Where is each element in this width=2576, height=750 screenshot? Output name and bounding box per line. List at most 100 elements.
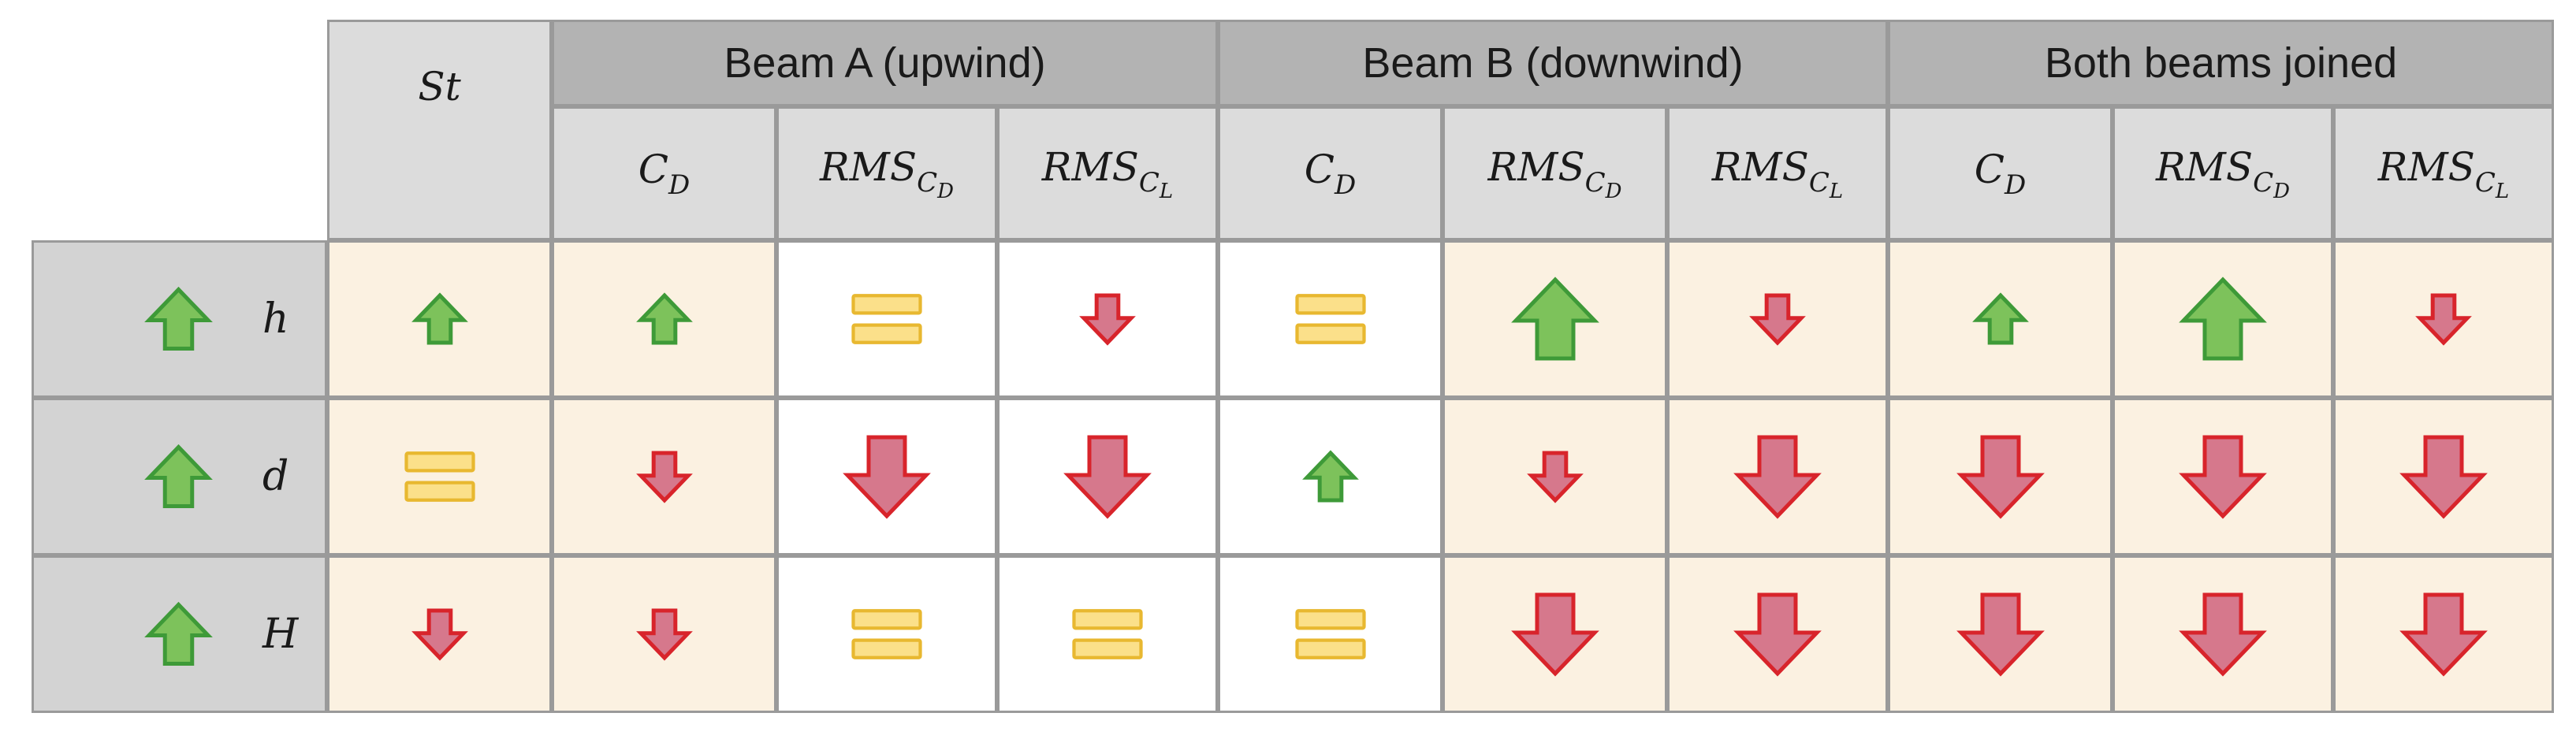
metric-header: RMSCL [1667, 106, 1888, 240]
metric-main: RMS [2377, 143, 2475, 190]
metric-header: CD [552, 106, 776, 240]
table-cell [327, 555, 552, 713]
table-cell [2333, 398, 2554, 555]
table-cell [2333, 555, 2554, 713]
table-cell [1667, 555, 1888, 713]
metric-label: RMSCL [2378, 144, 2509, 203]
table-cell [552, 555, 776, 713]
up-arrow-icon [1301, 450, 1359, 503]
metric-main: RMS [2156, 143, 2254, 190]
table-cell [1442, 555, 1667, 713]
metric-subscript: D [668, 169, 691, 201]
down-arrow-icon [1956, 435, 2045, 519]
table-cell [1218, 555, 1442, 713]
table-cell [997, 398, 1218, 555]
metric-main: RMS [1041, 143, 1139, 190]
equal-bars-icon [1072, 609, 1143, 659]
strouhal-header: St [327, 20, 552, 240]
metric-header: RMSCD [1442, 106, 1667, 240]
equal-bars-icon [851, 294, 922, 344]
metric-subscript: D [1335, 169, 1357, 201]
table-cell [2113, 398, 2333, 555]
metric-label: RMSCD [820, 144, 954, 203]
metric-subscript: C [2253, 166, 2274, 199]
metric-sub-subscript: L [1829, 179, 1844, 203]
equal-bars-icon [1294, 294, 1366, 344]
metric-label: CD [638, 147, 691, 201]
up-arrow-icon [1510, 277, 1599, 361]
row-parameter-label: H [262, 611, 299, 658]
metric-sub-subscript: D [2273, 179, 2290, 203]
down-arrow-icon [1510, 592, 1599, 677]
down-arrow-icon [2179, 592, 2267, 677]
metric-label: RMSCD [2156, 144, 2290, 203]
table-cell [552, 240, 776, 398]
metric-label: CD [1975, 147, 2027, 201]
metric-subscript: C [1808, 166, 1830, 199]
metric-main: RMS [1487, 143, 1585, 190]
table-cell [1667, 398, 1888, 555]
metric-sub-subscript: L [2495, 179, 2510, 203]
table-cell [776, 240, 997, 398]
metric-label: RMSCL [1042, 144, 1173, 203]
group-header: Beam B (downwind) [1218, 20, 1888, 106]
equal-bars-icon [1294, 609, 1366, 659]
metric-header: RMSCD [2113, 106, 2333, 240]
metric-subscript: C [1138, 166, 1160, 199]
down-arrow-icon [2179, 435, 2267, 519]
down-arrow-icon [1733, 435, 1822, 519]
metric-main: RMS [820, 143, 918, 190]
table-cell [1888, 555, 2113, 713]
group-header: Beam A (upwind) [552, 20, 1218, 106]
metric-header: CD [1888, 106, 2113, 240]
metric-sub-subscript: L [1159, 179, 1174, 203]
table-cell [327, 240, 552, 398]
row-header-2: H [32, 555, 327, 713]
table-cell [327, 398, 552, 555]
down-arrow-icon [1079, 293, 1136, 346]
table-cell [776, 555, 997, 713]
down-arrow-icon [635, 451, 693, 503]
metric-subscript: D [2005, 169, 2027, 201]
table-cell [2333, 240, 2554, 398]
down-arrow-icon [635, 608, 693, 661]
down-arrow-icon [2399, 435, 2488, 519]
group-header-label: Beam A (upwind) [724, 39, 1046, 87]
strouhal-label: St [418, 64, 461, 110]
metric-sub-subscript: D [937, 179, 954, 203]
up-arrow-icon [1971, 292, 2029, 345]
metric-label: RMSCL [1712, 144, 1843, 203]
up-arrow-icon [635, 292, 693, 345]
down-arrow-icon [2399, 592, 2488, 677]
down-arrow-icon [1956, 592, 2045, 677]
down-arrow-icon [843, 435, 931, 519]
group-header-label: Both beams joined [2044, 39, 2398, 87]
up-arrow-icon [144, 286, 213, 351]
down-arrow-icon [411, 608, 468, 661]
table-cell [1667, 240, 1888, 398]
table-cell [2113, 555, 2333, 713]
group-header: Both beams joined [1888, 20, 2554, 106]
group-header-label: Beam B (downwind) [1362, 39, 1744, 87]
table-cell [1442, 398, 1667, 555]
row-header-0: h [32, 240, 327, 398]
table-cell [997, 240, 1218, 398]
down-arrow-icon [2415, 293, 2472, 346]
down-arrow-icon [1063, 435, 1152, 519]
metric-main: C [1304, 146, 1335, 192]
up-arrow-icon [144, 444, 213, 508]
metric-subscript: C [917, 166, 938, 199]
row-parameter-label: h [262, 295, 289, 343]
metric-header: CD [1218, 106, 1442, 240]
metric-header: RMSCL [997, 106, 1218, 240]
table-cell [1888, 398, 2113, 555]
metric-sub-subscript: D [1605, 179, 1622, 203]
metric-header: RMSCD [776, 106, 997, 240]
up-arrow-icon [2179, 277, 2267, 361]
row-parameter-label: d [262, 453, 289, 500]
table-cell [997, 555, 1218, 713]
down-arrow-icon [1526, 451, 1584, 503]
down-arrow-icon [1733, 592, 1822, 677]
metric-header: RMSCL [2333, 106, 2554, 240]
